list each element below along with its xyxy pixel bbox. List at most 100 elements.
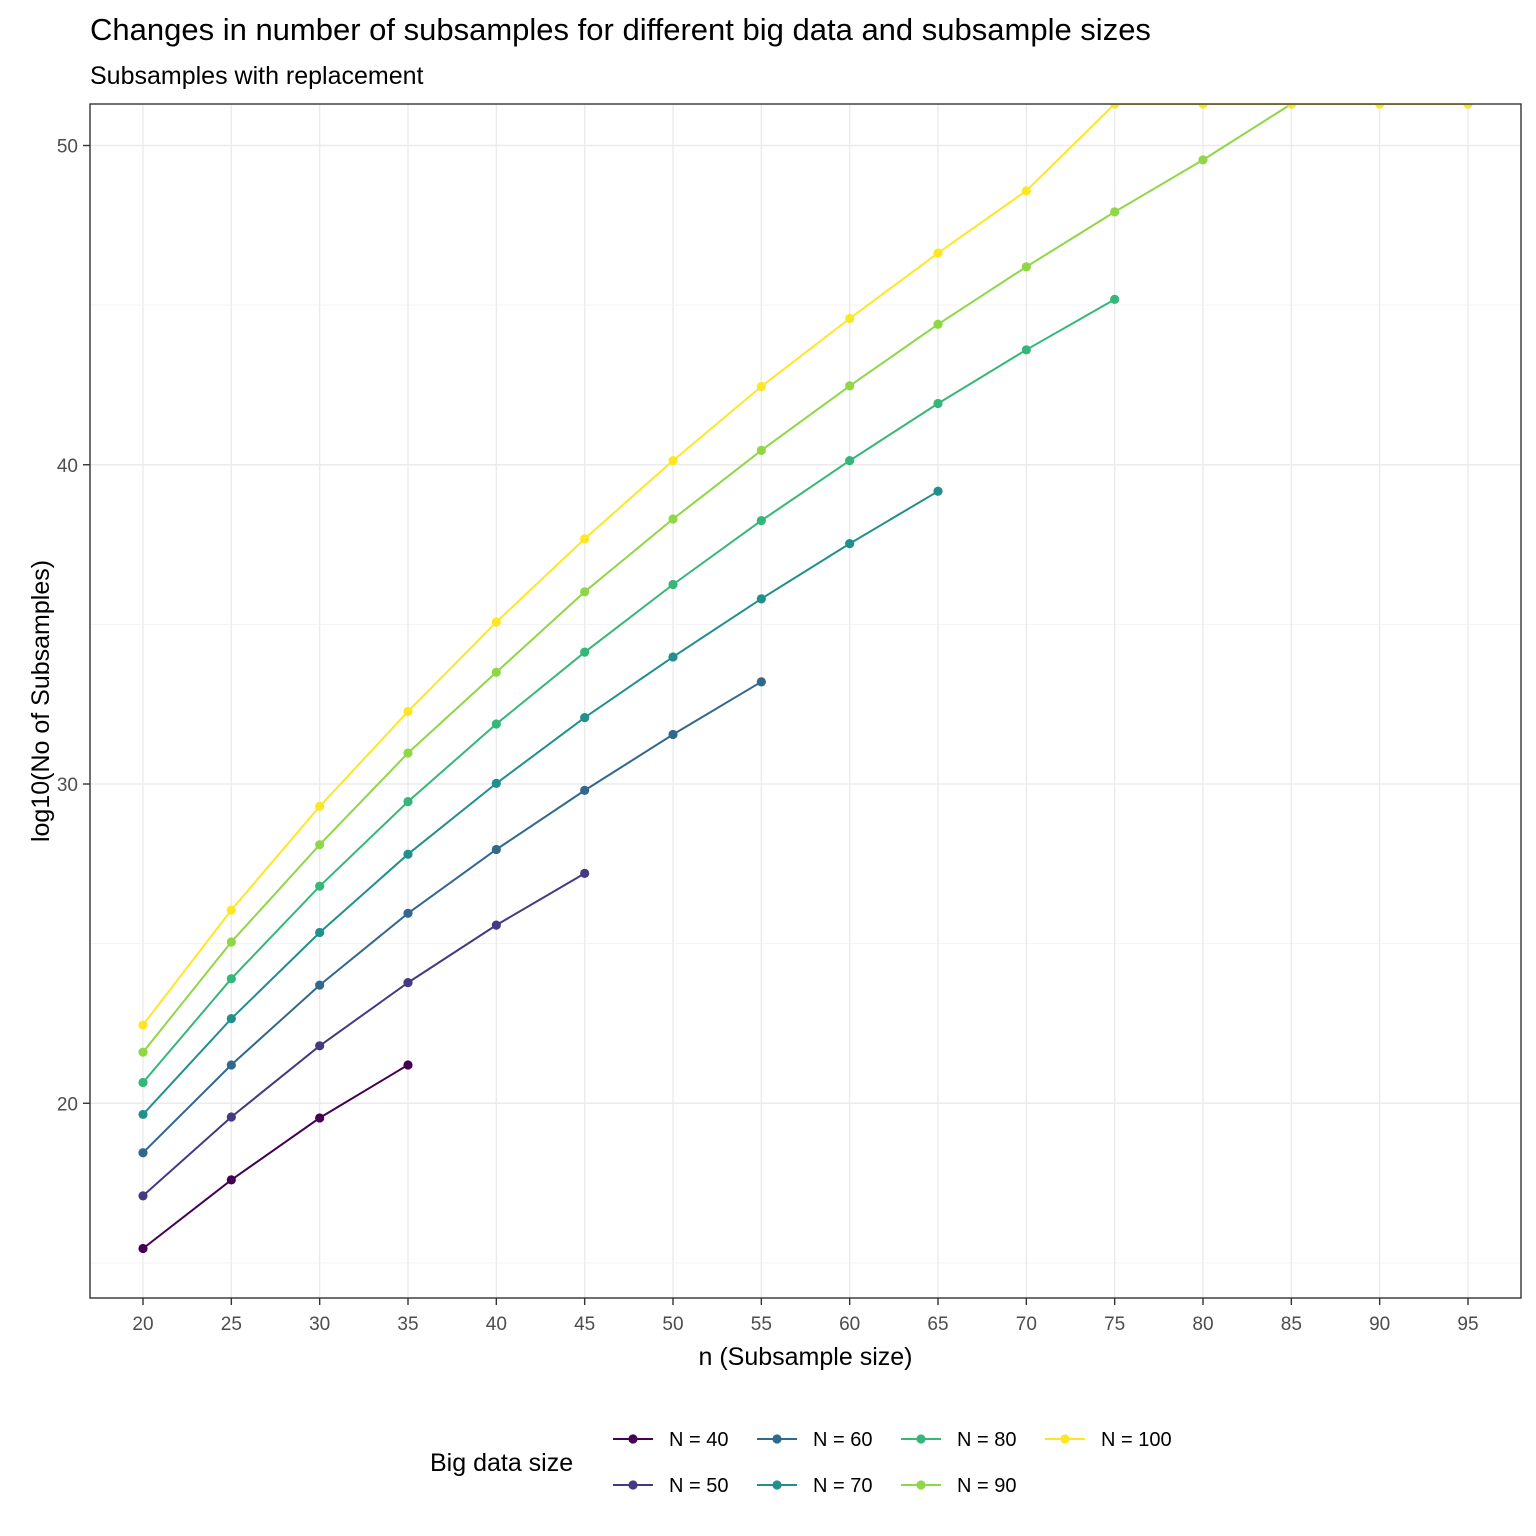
legend-label: N = 80 [957, 1429, 1016, 1451]
data-point [756, 381, 766, 392]
series-n-90 [138, 104, 1296, 1057]
series-n-100 [138, 104, 1473, 1030]
legend-title: Big data size [430, 1449, 573, 1477]
data-point [845, 313, 855, 324]
panel-border [89, 103, 1522, 1299]
data-point [1286, 104, 1296, 109]
data-point [138, 1077, 148, 1088]
data-point [138, 1243, 148, 1254]
series-n-70 [138, 486, 943, 1120]
data-point [403, 908, 413, 918]
data-point [580, 587, 590, 597]
x-tick-label: 65 [927, 1314, 948, 1335]
legend-items: N = 40 N = 50 N = 60 N = 70 N = 80 N = 90 N = … [613, 1429, 1172, 1497]
x-axis-title: n (Subsample size) [699, 1343, 913, 1371]
legend-item-n-80: N = 80 [901, 1429, 1016, 1451]
legend-key-point [772, 1480, 782, 1490]
data-point [756, 677, 766, 687]
data-point [403, 977, 413, 988]
data-point [1198, 104, 1208, 109]
x-tick-label: 55 [751, 1314, 772, 1335]
legend-key-point [628, 1480, 638, 1490]
data-point [933, 248, 943, 258]
data-point [491, 778, 501, 788]
series-line-n-50 [142, 872, 586, 1197]
data-point [933, 486, 943, 496]
legend-item-n-60: N = 60 [757, 1429, 872, 1451]
data-point [668, 456, 678, 466]
legend-key-point [772, 1434, 782, 1444]
data-point [315, 927, 325, 938]
x-tick-label: 20 [132, 1314, 153, 1335]
legend-key-point [1060, 1434, 1070, 1444]
data-point [580, 868, 590, 878]
x-tick-label: 80 [1192, 1314, 1213, 1335]
grid [90, 104, 1521, 1298]
legend-item-n-50: N = 50 [613, 1475, 728, 1497]
y-tick-label: 50 [57, 137, 78, 158]
data-point [315, 1041, 325, 1051]
data-point [226, 937, 236, 947]
data-point [933, 319, 943, 329]
legend-item-n-70: N = 70 [757, 1475, 872, 1497]
data-point [845, 539, 855, 549]
data-point [580, 534, 590, 544]
data-point [315, 980, 325, 990]
data-point [138, 1020, 148, 1030]
data-point [226, 1060, 236, 1070]
data-point [1021, 345, 1031, 355]
data-point [580, 647, 590, 657]
data-point [668, 579, 678, 590]
data-point [1021, 262, 1031, 272]
data-point [668, 729, 678, 740]
data-point [138, 1047, 148, 1057]
legend-label: N = 70 [813, 1475, 872, 1497]
data-point [491, 667, 501, 677]
data-point [403, 1060, 413, 1070]
data-point [756, 516, 766, 526]
data-point [403, 706, 413, 717]
data-point [1110, 104, 1120, 109]
data-point [845, 456, 855, 466]
series-n-60 [138, 677, 766, 1158]
chart-title: Changes in number of subsamples for diff… [90, 12, 1151, 47]
data-point [138, 1191, 148, 1201]
x-tick-label: 60 [839, 1314, 860, 1335]
series-line-n-90 [142, 104, 1292, 1053]
data-point [226, 974, 236, 984]
data-point [138, 1148, 148, 1158]
legend-key-point [916, 1480, 926, 1490]
series-line-n-70 [142, 490, 939, 1116]
legend-key-point [916, 1434, 926, 1444]
data-point [226, 1014, 236, 1024]
data-point [1463, 104, 1473, 109]
legend-item-n-100: N = 100 [1045, 1429, 1172, 1451]
data-point [315, 840, 325, 850]
x-tick-label: 45 [574, 1314, 595, 1335]
y-tick-label: 40 [57, 456, 78, 477]
data-point [226, 905, 236, 915]
data-point [756, 594, 766, 604]
data-point [403, 849, 413, 859]
data-point [1110, 294, 1120, 304]
data-point [580, 785, 590, 795]
data-point [403, 748, 413, 758]
data-point [315, 881, 325, 891]
data-point [491, 617, 501, 627]
series-n-40 [138, 1060, 413, 1254]
data-point [845, 381, 855, 391]
legend-key-point [628, 1434, 638, 1444]
axes: 20 25 30 35 40 45 50 55 60 65 70 75 80 85 90 95 20 30 40 50 [57, 137, 1479, 1335]
series-line-n-80 [142, 298, 1116, 1084]
legend-label: N = 50 [669, 1475, 728, 1497]
chart-subtitle: Subsamples with replacement [90, 62, 424, 90]
series-n-50 [138, 868, 590, 1201]
data-point [491, 844, 501, 855]
data-point [315, 801, 325, 811]
data-point [315, 1113, 325, 1123]
data-point [580, 713, 590, 723]
data-point [933, 398, 943, 409]
data-point [226, 1175, 236, 1185]
x-tick-label: 40 [486, 1314, 507, 1335]
